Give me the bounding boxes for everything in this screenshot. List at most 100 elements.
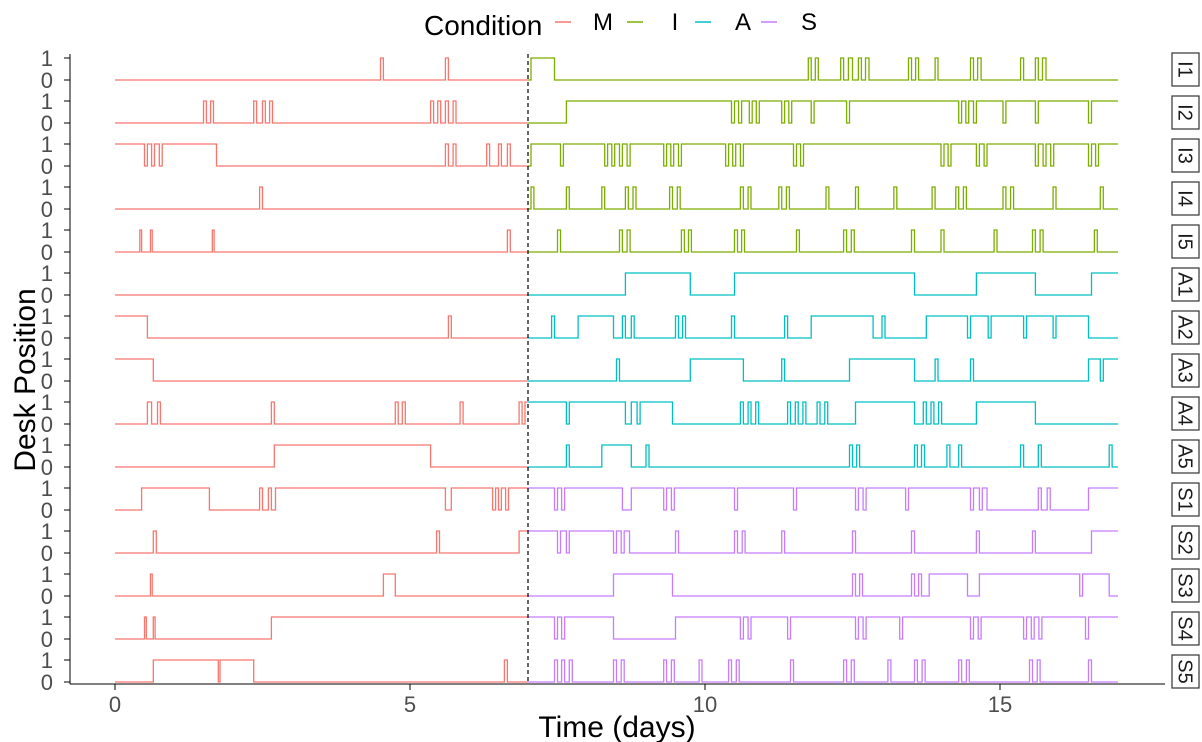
strip-label-S3: S3 (1174, 573, 1196, 597)
legend-label-M: M (593, 9, 613, 36)
ytick-label-1: 1 (41, 519, 53, 544)
y-axis-title: Desk Position (9, 288, 42, 471)
series-line-M-A5 (115, 444, 528, 468)
series-line-M-S5 (115, 659, 528, 683)
strip-box-S4 (1171, 611, 1200, 646)
strip-box-I2 (1171, 95, 1200, 130)
panel-A1: 10 A1 (41, 261, 1200, 308)
ytick-label-1: 1 (41, 175, 53, 200)
series-line-M-I4 (115, 186, 528, 210)
panel-A2: 10 A2 (41, 304, 1200, 351)
legend-entry-M: M (555, 9, 613, 36)
series-line-A-A2 (528, 315, 1118, 339)
series-line-A-A1 (528, 272, 1118, 296)
panel-I1: 10 I1 (41, 46, 1200, 93)
ytick-label-1: 1 (41, 562, 53, 587)
panel-I3: 10 I3 (41, 132, 1200, 179)
ytick-label-0: 0 (41, 283, 53, 308)
ytick-label-0: 0 (41, 197, 53, 222)
strip-box-A1 (1171, 267, 1200, 302)
ytick-label-0: 0 (41, 111, 53, 136)
ytick-label-0: 0 (41, 154, 53, 179)
series-line-M-S2 (115, 530, 528, 554)
panel-I4: 10 I4 (41, 175, 1200, 222)
xtick-label: 5 (404, 692, 416, 717)
panel-S1: 10 S1 (41, 476, 1200, 523)
series-line-S-S4 (528, 616, 1118, 640)
strip-label-I5: I5 (1174, 233, 1196, 250)
series-line-M-S4 (115, 616, 528, 640)
panel-S2: 10 S2 (41, 519, 1200, 566)
strip-label-S1: S1 (1174, 487, 1196, 511)
series-line-M-I5 (115, 229, 528, 253)
legend-label-A: A (735, 9, 751, 36)
ytick-label-0: 0 (41, 627, 53, 652)
ytick-label-1: 1 (41, 433, 53, 458)
strip-box-I3 (1171, 138, 1200, 173)
series-line-S-S1 (528, 487, 1118, 511)
legend-entry-I: I (627, 9, 678, 36)
series-line-M-I3 (115, 143, 528, 167)
strip-label-A5: A5 (1174, 444, 1196, 468)
strip-box-A4 (1171, 396, 1200, 431)
series-line-I-I4 (528, 186, 1118, 210)
series-line-S-S3 (528, 573, 1118, 597)
ytick-label-1: 1 (41, 46, 53, 71)
series-line-I-I5 (528, 229, 1118, 253)
ytick-label-0: 0 (41, 498, 53, 523)
strip-label-I1: I1 (1174, 61, 1196, 78)
legend-title: Condition (424, 10, 542, 41)
strip-label-S5: S5 (1174, 659, 1196, 683)
series-line-I-I2 (528, 100, 1118, 124)
legend: Condition M I A S (424, 9, 817, 41)
ytick-label-0: 0 (41, 455, 53, 480)
ytick-label-1: 1 (41, 648, 53, 673)
panel-S4: 10 S4 (41, 605, 1200, 652)
ytick-label-1: 1 (41, 218, 53, 243)
ytick-label-1: 1 (41, 261, 53, 286)
xtick-label: 15 (988, 692, 1012, 717)
series-line-M-S1 (115, 487, 528, 511)
ytick-label-0: 0 (41, 670, 53, 695)
series-line-A-A3 (528, 358, 1118, 382)
series-line-A-A4 (528, 401, 1118, 425)
xtick-label: 0 (109, 692, 121, 717)
ytick-label-0: 0 (41, 240, 53, 265)
ytick-label-1: 1 (41, 476, 53, 501)
strip-label-S4: S4 (1174, 616, 1196, 640)
panel-A5: 10 A5 (41, 433, 1200, 480)
xtick-label: 10 (693, 692, 717, 717)
panel-S3: 10 S3 (41, 562, 1200, 609)
ytick-label-0: 0 (41, 541, 53, 566)
series-line-M-A4 (115, 401, 528, 425)
series-line-I-I3 (528, 143, 1118, 167)
series-line-M-I2 (115, 100, 528, 124)
panel-A4: 10 A4 (41, 390, 1200, 437)
legend-entry-A: A (695, 9, 751, 36)
panel-S5: 10 S5 (41, 648, 1200, 695)
strip-label-A4: A4 (1174, 401, 1196, 425)
x-axis: 0 5 10 15 (70, 683, 1165, 717)
series-line-M-A2 (115, 315, 528, 339)
ytick-label-1: 1 (41, 605, 53, 630)
strip-box-S5 (1171, 654, 1200, 689)
strip-label-I4: I4 (1174, 190, 1196, 207)
strip-label-I3: I3 (1174, 147, 1196, 164)
series-line-M-I1 (115, 57, 528, 81)
strip-box-I5 (1171, 224, 1200, 259)
series-line-I-I1 (528, 57, 1118, 81)
legend-label-S: S (801, 9, 817, 36)
x-axis-title: Time (days) (538, 711, 695, 742)
strip-box-S2 (1171, 525, 1200, 560)
strip-label-A1: A1 (1174, 272, 1196, 296)
strip-box-A5 (1171, 439, 1200, 474)
ytick-label-0: 0 (41, 369, 53, 394)
ytick-label-1: 1 (41, 390, 53, 415)
ytick-label-0: 0 (41, 326, 53, 351)
strip-label-A2: A2 (1174, 315, 1196, 339)
strip-box-S3 (1171, 568, 1200, 603)
ytick-label-1: 1 (41, 347, 53, 372)
strip-box-S1 (1171, 482, 1200, 517)
